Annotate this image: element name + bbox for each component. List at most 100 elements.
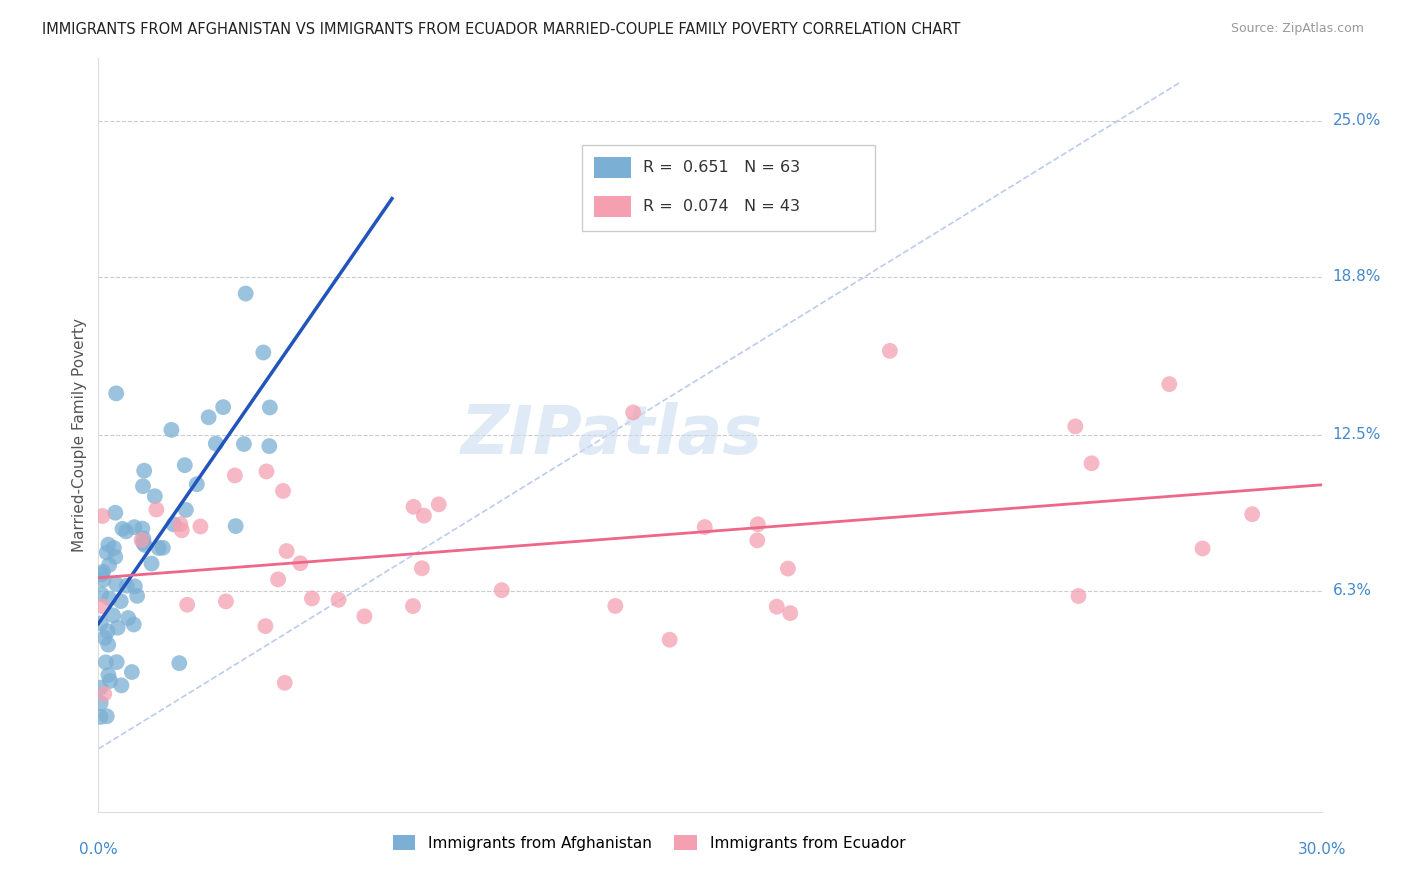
Text: ZIPatlas: ZIPatlas [461, 402, 763, 467]
Point [252, 345, 274, 359]
Point [105, 577, 128, 591]
Point [90, 587, 112, 601]
Point [91, 565, 114, 579]
Point [96, 545, 118, 559]
Point [776, 561, 799, 575]
Point [148, 541, 170, 555]
Point [1064, 419, 1087, 434]
Point [110, 678, 132, 692]
Point [693, 520, 716, 534]
Point [96, 709, 118, 723]
Point [205, 436, 228, 450]
Point [117, 611, 139, 625]
Point [170, 523, 193, 537]
Bar [593, 196, 630, 217]
Point [186, 477, 208, 491]
Text: Source: ZipAtlas.com: Source: ZipAtlas.com [1230, 22, 1364, 36]
Point [224, 468, 246, 483]
Point [90, 616, 112, 631]
Point [225, 519, 247, 533]
Point [124, 579, 146, 593]
Point [90, 696, 112, 710]
Point [124, 520, 146, 534]
Point [105, 386, 128, 401]
Point [97, 668, 120, 682]
Point [104, 506, 127, 520]
Point [90, 567, 112, 582]
Legend: Immigrants from Afghanistan, Immigrants from Ecuador: Immigrants from Afghanistan, Immigrants … [387, 829, 911, 857]
Point [115, 579, 138, 593]
Point [132, 532, 155, 546]
Point [94, 631, 117, 645]
Point [91, 508, 114, 523]
Text: 25.0%: 25.0% [1333, 113, 1381, 128]
Point [110, 594, 132, 608]
Point [747, 533, 769, 548]
Point [101, 608, 124, 623]
Point [121, 665, 143, 679]
Point [1191, 541, 1213, 556]
Point [134, 464, 156, 478]
Point [122, 617, 145, 632]
Point [94, 656, 117, 670]
Point [174, 503, 197, 517]
Point [235, 286, 257, 301]
Point [328, 592, 350, 607]
Point [402, 599, 425, 613]
Bar [593, 157, 630, 178]
Point [190, 519, 212, 533]
Point [402, 500, 425, 514]
Point [143, 489, 166, 503]
Point [104, 549, 127, 564]
Point [176, 598, 198, 612]
Point [254, 465, 277, 479]
Point [97, 638, 120, 652]
Point [232, 437, 254, 451]
Point [89, 710, 111, 724]
Point [267, 573, 290, 587]
Point [131, 533, 153, 547]
Point [747, 517, 769, 532]
Point [1067, 589, 1090, 603]
Text: R =  0.651   N = 63: R = 0.651 N = 63 [643, 160, 800, 175]
Point [89, 681, 111, 695]
Point [131, 522, 153, 536]
Point [301, 591, 323, 606]
Point [621, 405, 644, 419]
FancyBboxPatch shape [582, 145, 875, 231]
Point [103, 541, 125, 555]
Point [169, 517, 191, 532]
Point [605, 599, 627, 613]
Point [115, 524, 138, 539]
Point [491, 583, 513, 598]
Text: 18.8%: 18.8% [1333, 269, 1381, 284]
Point [98, 673, 121, 688]
Text: 12.5%: 12.5% [1333, 427, 1381, 442]
Point [160, 423, 183, 437]
Point [1159, 377, 1181, 392]
Point [141, 557, 163, 571]
Point [779, 606, 801, 620]
Point [879, 343, 901, 358]
Point [173, 458, 195, 473]
Point [163, 517, 186, 532]
Point [132, 535, 155, 549]
Point [276, 544, 298, 558]
Point [127, 589, 149, 603]
Point [111, 522, 134, 536]
Point [1080, 456, 1102, 470]
Text: 0.0%: 0.0% [79, 842, 118, 857]
Point [91, 599, 114, 614]
Point [411, 561, 433, 575]
Point [145, 502, 167, 516]
Point [134, 538, 156, 552]
Point [93, 687, 115, 701]
Point [412, 508, 434, 523]
Point [259, 401, 281, 415]
Point [152, 541, 174, 555]
Text: R =  0.074   N = 43: R = 0.074 N = 43 [643, 199, 800, 214]
Text: IMMIGRANTS FROM AFGHANISTAN VS IMMIGRANTS FROM ECUADOR MARRIED-COUPLE FAMILY POV: IMMIGRANTS FROM AFGHANISTAN VS IMMIGRANT… [42, 22, 960, 37]
Point [658, 632, 681, 647]
Point [215, 594, 238, 608]
Point [212, 400, 235, 414]
